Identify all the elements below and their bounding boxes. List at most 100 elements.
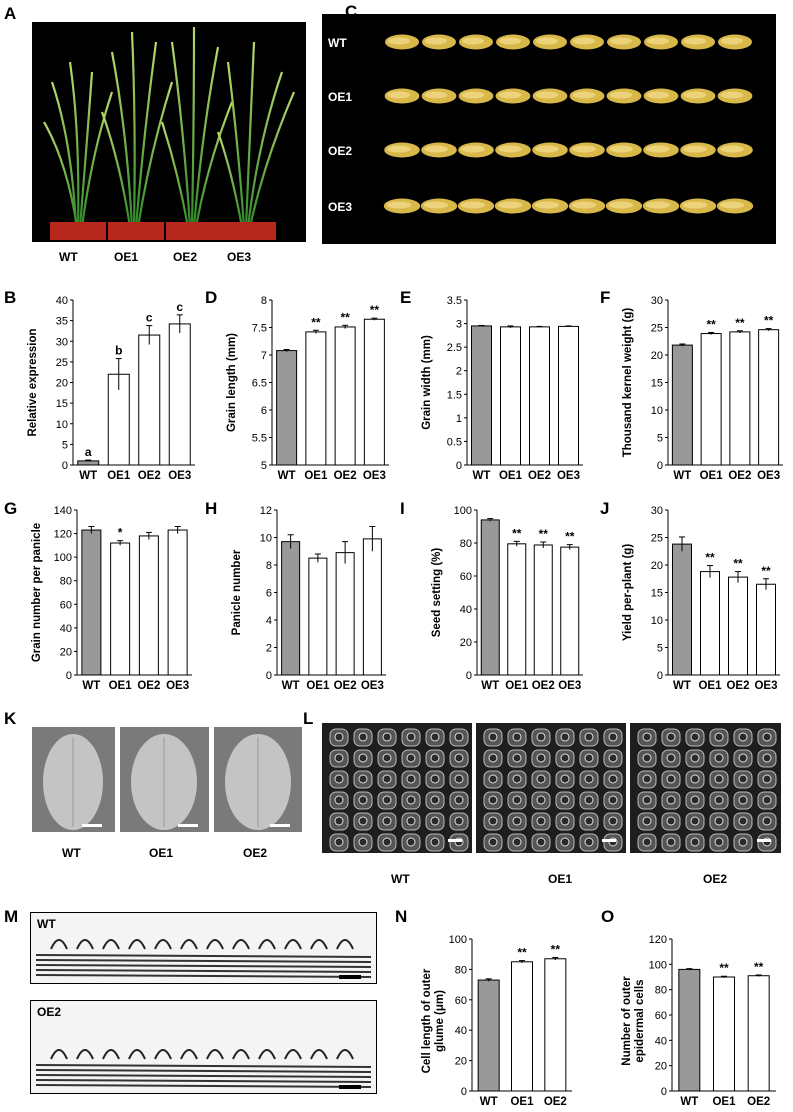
grain-highlight	[387, 145, 411, 153]
significance-label: **	[517, 946, 527, 960]
papilla	[488, 774, 498, 784]
papilla	[334, 816, 344, 826]
grain-highlight	[460, 201, 486, 209]
bar-oe2	[533, 544, 553, 676]
grain-highlight	[424, 91, 448, 99]
section-cell	[180, 1049, 198, 1060]
plant-illustration	[43, 26, 296, 240]
x-tick-label: OE2	[334, 680, 357, 692]
significance-label: **	[565, 530, 575, 544]
significance-label: **	[719, 961, 729, 975]
bar-oe2	[729, 331, 751, 466]
papilla	[512, 816, 522, 826]
section-cell	[232, 939, 250, 950]
epidermis-oe1	[476, 723, 626, 853]
x-tick-label: OE1	[499, 470, 523, 482]
bar-oe2	[544, 958, 567, 1092]
papilla	[666, 795, 676, 805]
grain-highlight	[572, 91, 596, 99]
y-tick-label: 0	[466, 670, 472, 682]
papilla	[358, 753, 368, 763]
papilla	[430, 795, 440, 805]
bar-oe1	[308, 557, 328, 676]
grain-highlight	[572, 145, 596, 153]
section-cell	[232, 1049, 250, 1060]
y-tick-label: 0	[456, 460, 462, 472]
chart-d: 5 5.5 6 6.5 7 7.5 8 Grain length (mm) WT ** OE1 ** O…	[226, 295, 389, 482]
x-tick-label: OE2	[532, 680, 555, 692]
y-tick-label: 80	[455, 964, 467, 976]
papilla	[488, 795, 498, 805]
y-tick-label: 80	[60, 576, 72, 588]
bar-wt	[480, 519, 500, 676]
chart-i: 0 20 40 60 80 100 Seed setting (%) WT ** OE1 ** OE2…	[431, 505, 583, 692]
papilla	[488, 816, 498, 826]
papilla	[454, 753, 464, 763]
papilla	[382, 753, 392, 763]
y-tick-label: 20	[455, 1056, 467, 1068]
x-tick-label: WT	[278, 470, 296, 482]
grain-row-label-wt: WT	[328, 36, 347, 50]
bar-wt	[281, 541, 301, 676]
pot-oe2	[166, 222, 222, 240]
papilla	[382, 837, 392, 847]
y-tick-label: 140	[54, 505, 72, 517]
papilla	[762, 753, 772, 763]
x-tick-label: WT	[673, 470, 691, 482]
y-tick-label: 20	[651, 560, 663, 572]
x-tick-label: OE3	[363, 470, 386, 482]
grain-highlight	[423, 201, 449, 209]
section-cell	[258, 939, 276, 950]
significance-label: **	[370, 303, 380, 317]
y-axis-label: Number of outerepidermal cells	[621, 976, 646, 1066]
bar-wt	[678, 968, 701, 1092]
papilla	[642, 753, 652, 763]
y-axis-label: Relative expression	[27, 328, 39, 436]
x-tick-label: OE2	[334, 470, 357, 482]
bar-oe3	[167, 529, 188, 676]
y-axis-label: Thousand kernel weight (g)	[622, 308, 634, 458]
papilla	[642, 774, 652, 784]
y-tick-label: 10	[56, 419, 68, 431]
grain-highlight	[461, 91, 485, 99]
papilla	[334, 837, 344, 847]
scale-bar	[270, 824, 290, 827]
pot-wt	[50, 222, 106, 240]
panel-label-b: B	[4, 288, 17, 307]
papilla	[666, 837, 676, 847]
y-tick-label: 10	[651, 615, 663, 627]
grain-highlight	[536, 37, 558, 45]
y-tick-label: 3.5	[447, 295, 462, 307]
papilla	[382, 774, 392, 784]
panel-label-f: F	[600, 288, 611, 307]
section-label-oe2: OE2	[37, 1005, 62, 1019]
grain-highlight	[386, 201, 412, 209]
papilla	[666, 774, 676, 784]
x-tick-label: OE1	[510, 1096, 534, 1108]
bar-oe1	[305, 331, 327, 466]
grain-highlight	[388, 37, 410, 45]
grain-highlight	[683, 145, 707, 153]
papilla	[642, 795, 652, 805]
y-tick-label: 25	[651, 533, 663, 545]
x-tick-label: OE1	[698, 680, 722, 692]
grain-highlight	[646, 91, 670, 99]
papilla	[642, 816, 652, 826]
bar-oe3	[363, 318, 385, 466]
sem-grain-label-oe2: OE2	[243, 846, 268, 860]
chart-h: 0 2 4 6 8 10 12 Panicle number WT OE1 OE2 OE3	[231, 505, 386, 692]
panel-label-l: L	[303, 709, 314, 728]
grain-highlight	[499, 37, 521, 45]
bar-oe2	[334, 326, 356, 466]
grain-highlight	[645, 201, 671, 209]
section-cell	[76, 1049, 94, 1060]
grain-highlight	[646, 145, 670, 153]
y-tick-label: 8	[261, 295, 267, 307]
papilla	[714, 753, 724, 763]
y-tick-label: 1	[456, 413, 462, 425]
scale-bar	[757, 839, 771, 842]
section-layer	[35, 954, 372, 958]
section-layer	[35, 974, 372, 978]
x-tick-label: OE3	[168, 470, 191, 482]
significance-label: **	[733, 557, 743, 571]
